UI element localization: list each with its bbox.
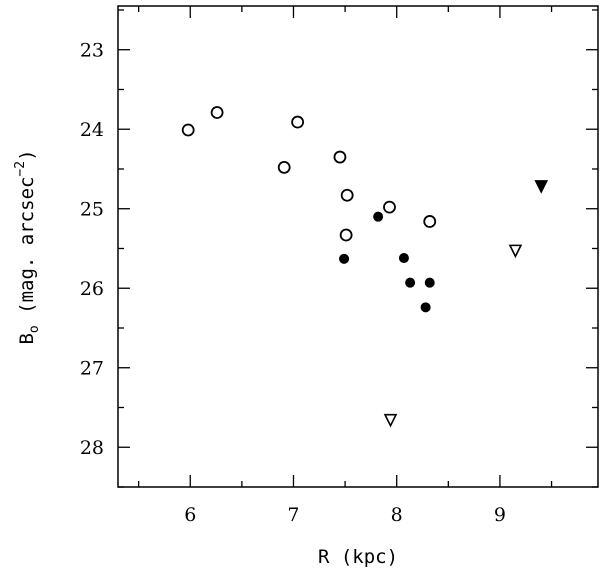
y-tick-label: 25: [80, 199, 104, 221]
x-tick-label: 6: [184, 504, 196, 526]
open-circle-point: [210, 106, 224, 119]
open-circle-point: [423, 215, 437, 228]
filled-circle-point: [398, 253, 409, 264]
filled-circle-point: [420, 302, 431, 313]
open-circle-point: [333, 150, 347, 164]
open-circle-point: [383, 200, 396, 214]
y-tick-label: 26: [80, 278, 104, 300]
y-tick-label: 23: [80, 40, 104, 62]
filled-circle-point: [339, 253, 350, 264]
filled-circle-point: [424, 277, 435, 288]
open-triangle-point: [383, 413, 398, 428]
open-circle-point: [340, 188, 354, 202]
open-triangle-point: [508, 244, 523, 259]
open-circle-point: [291, 115, 305, 129]
filled-triangle-point: [534, 180, 549, 194]
x-tick-label: 9: [494, 504, 506, 526]
plot-frame: [117, 5, 599, 488]
y-axis-label-base: B: [16, 333, 38, 344]
y-axis-label-subscript: o: [27, 325, 42, 333]
y-tick-label: 27: [80, 358, 104, 380]
x-axis-label: R (kpc): [318, 546, 398, 568]
y-tick-label: 24: [80, 119, 104, 141]
filled-circle-point: [405, 277, 416, 288]
axis-tick-labels: 6 7 8 9 23 24 25 26 27 28: [80, 40, 506, 526]
axis-ticks: [118, 6, 598, 488]
open-circle-point: [277, 160, 291, 174]
y-axis-label: Bo (mag. arcsec−2): [13, 149, 42, 344]
x-tick-label: 7: [287, 504, 299, 526]
data-markers: [181, 106, 549, 428]
y-axis-label-superscript: −2: [13, 161, 28, 177]
filled-circle-point: [373, 211, 384, 222]
open-circle-point: [339, 228, 353, 242]
open-circle-point: [181, 123, 195, 137]
y-axis-label-close: ): [16, 149, 38, 160]
x-tick-label: 8: [391, 504, 403, 526]
y-axis-label-text: (mag. arcsec: [16, 177, 38, 326]
y-tick-label: 28: [80, 437, 104, 459]
